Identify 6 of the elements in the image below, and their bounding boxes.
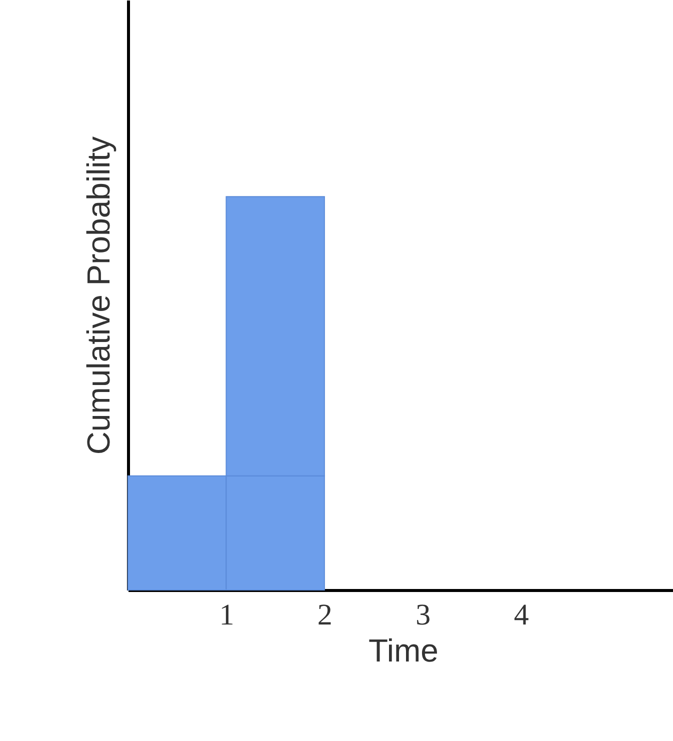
x-tick-label: 1 bbox=[219, 598, 234, 632]
y-axis-title: Cumulative Probability bbox=[80, 136, 116, 455]
x-tick-label: 3 bbox=[416, 598, 431, 632]
x-axis-title: Time bbox=[368, 632, 438, 668]
x-tick-label: 4 bbox=[514, 598, 529, 632]
x-tick-label: 2 bbox=[317, 598, 332, 632]
